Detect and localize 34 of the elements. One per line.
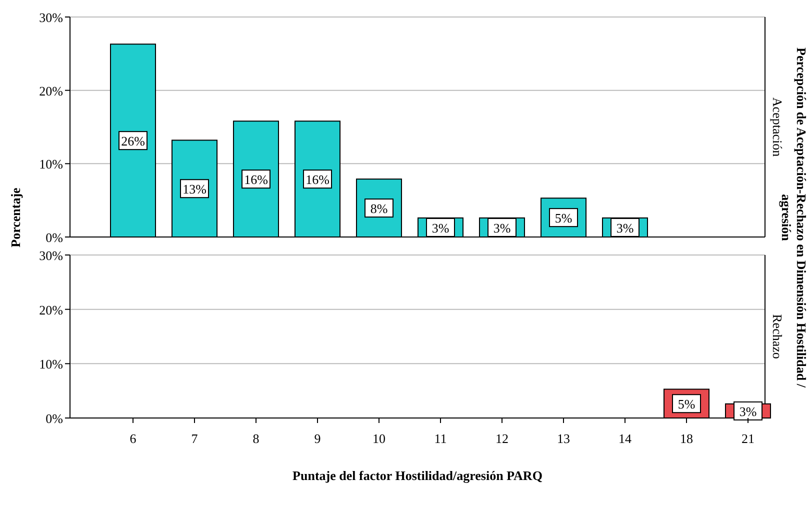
y-tick-label: 30% — [39, 10, 64, 25]
x-tick-label: 8 — [252, 431, 260, 446]
y-tick-label: 10% — [39, 356, 64, 372]
data-label: 3% — [432, 220, 450, 236]
data-label: 3% — [616, 220, 634, 236]
y-tick-label: 0% — [46, 411, 64, 426]
x-tick-label: 12 — [496, 431, 508, 446]
data-label: 5% — [678, 396, 696, 412]
text: Rechazo — [770, 314, 785, 359]
x-tick-label: 13 — [557, 431, 570, 446]
x-tick-label: 14 — [618, 431, 632, 446]
x-tick-label: 10 — [372, 431, 386, 446]
y-tick-label: 0% — [46, 230, 64, 245]
x-tick-label: 7 — [191, 431, 198, 446]
x-tick-label: 18 — [680, 431, 693, 446]
y-tick-label: 20% — [39, 302, 64, 318]
data-label: 16% — [306, 172, 330, 188]
x-tick-label: 9 — [314, 431, 321, 446]
x-axis-title: Puntaje del factor Hostilidad/agresión PARQ — [292, 468, 542, 483]
x-tick-label: 11 — [434, 431, 447, 446]
data-label: 8% — [370, 201, 388, 216]
data-label: 3% — [493, 220, 511, 236]
x-tick-label: 6 — [130, 431, 137, 446]
data-label: 16% — [244, 172, 268, 188]
x-tick-label: 21 — [742, 431, 754, 446]
data-label: 26% — [121, 134, 146, 149]
data-label: 5% — [554, 210, 572, 226]
y-tick-label: 20% — [39, 83, 64, 98]
y-tick-label: 30% — [39, 248, 64, 263]
text: Aceptación — [770, 97, 785, 158]
data-label: 3% — [739, 404, 757, 419]
y-axis-title: Porcentaje — [8, 187, 23, 248]
data-label: 13% — [182, 182, 207, 197]
y-tick-label: 10% — [39, 156, 64, 172]
